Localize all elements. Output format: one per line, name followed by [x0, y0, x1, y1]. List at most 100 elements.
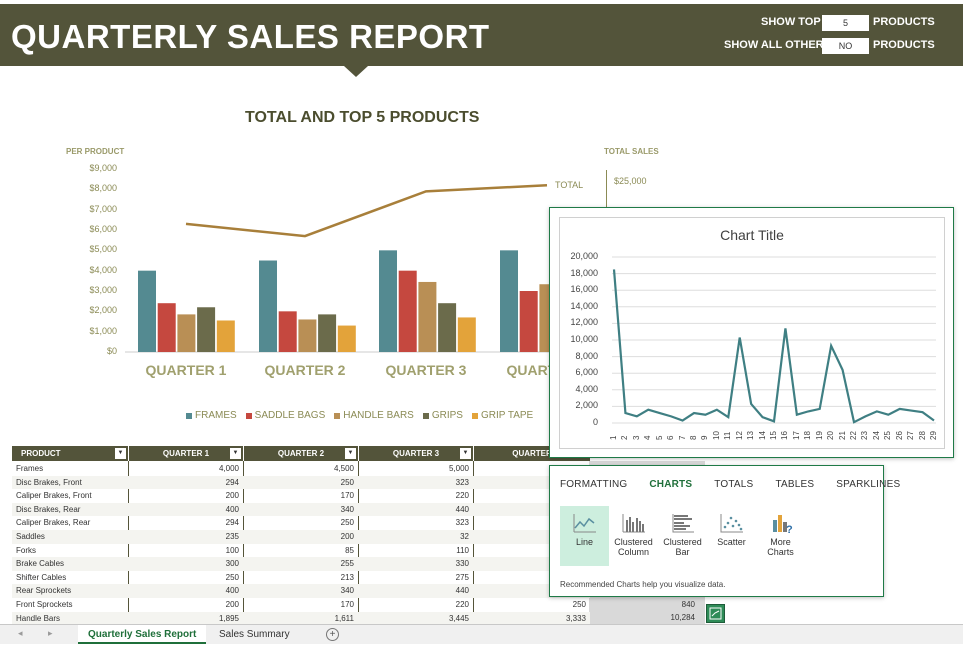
table-cell[interactable]: 85: [345, 545, 354, 555]
table-cell[interactable]: Rear Sprockets: [16, 586, 72, 596]
line-chart-button[interactable]: Line: [560, 506, 609, 566]
bar-saddle-bags[interactable]: [519, 291, 538, 352]
bar-grip-tape[interactable]: [457, 317, 476, 352]
bar-grip-tape[interactable]: [337, 325, 356, 352]
table-cell[interactable]: Forks: [16, 545, 36, 555]
header-quarter-2[interactable]: QUARTER 2 ▼: [244, 446, 358, 461]
bar-grip-tape[interactable]: [216, 320, 235, 352]
table-cell[interactable]: 100: [225, 545, 239, 555]
table-cell[interactable]: Frames: [16, 464, 44, 473]
table-cell[interactable]: 323: [455, 477, 469, 487]
qa-tab-charts[interactable]: CHARTS: [649, 479, 693, 490]
table-cell[interactable]: 1,611: [334, 613, 354, 623]
bar-saddle-bags[interactable]: [398, 270, 417, 352]
filter-dropdown-icon[interactable]: ▼: [115, 448, 126, 459]
table-cell[interactable]: Caliper Brakes, Rear: [16, 518, 91, 528]
qa-tab-tables[interactable]: TABLES: [775, 479, 815, 490]
bar-handle-bars[interactable]: [177, 314, 196, 352]
table-cell[interactable]: Handle Bars: [16, 613, 61, 623]
table-cell[interactable]: Brake Cables: [16, 559, 65, 569]
bar-handle-bars[interactable]: [418, 281, 437, 352]
selected-cell[interactable]: 840: [681, 600, 695, 609]
quick-analysis-icon[interactable]: [706, 604, 725, 623]
table-cell[interactable]: Shifter Cables: [16, 572, 67, 582]
preview-y-tick-label: 10,000: [570, 334, 598, 344]
table-cell[interactable]: Caliper Brakes, Front: [16, 491, 92, 501]
show-other-input[interactable]: NO: [822, 38, 869, 54]
table-cell[interactable]: 323: [455, 518, 469, 528]
table-cell[interactable]: 250: [340, 477, 354, 487]
table-cell[interactable]: 32: [460, 532, 469, 541]
table-cell[interactable]: 3,333: [565, 613, 586, 623]
more-charts-button[interactable]: ? More Charts: [756, 506, 805, 566]
bar-handle-bars[interactable]: [298, 319, 317, 352]
bar-grips[interactable]: [318, 314, 337, 352]
bar-frames[interactable]: [259, 260, 277, 353]
sheet-tab-sales-summary[interactable]: Sales Summary: [219, 629, 290, 640]
table-cell[interactable]: Disc Brakes, Rear: [16, 504, 81, 514]
table-cell[interactable]: Disc Brakes, Front: [16, 477, 82, 487]
qa-tab-totals[interactable]: TOTALS: [714, 479, 754, 490]
bar-frames[interactable]: [379, 250, 397, 352]
table-cell[interactable]: 400: [225, 504, 239, 514]
show-top-input[interactable]: 5: [822, 15, 869, 31]
filter-dropdown-icon[interactable]: ▼: [345, 448, 356, 459]
selected-cell[interactable]: 10,284: [670, 613, 695, 622]
table-cell[interactable]: 440: [455, 504, 469, 514]
qa-tab-sparklines[interactable]: SPARKLINES: [836, 479, 901, 490]
scroll-left-icon[interactable]: ◂: [18, 628, 23, 638]
table-cell[interactable]: Front Sprockets: [16, 600, 73, 609]
table-cell[interactable]: 250: [225, 572, 239, 582]
table-cell[interactable]: 440: [455, 586, 469, 596]
table-cell[interactable]: 220: [455, 600, 469, 609]
header-quarter-3[interactable]: QUARTER 3 ▼: [359, 446, 473, 461]
table-cell[interactable]: 220: [455, 491, 469, 501]
table-cell[interactable]: 400: [225, 586, 239, 596]
table-cell[interactable]: 200: [340, 532, 354, 541]
table-cell[interactable]: 330: [455, 559, 469, 569]
clustered-bar-button[interactable]: Clustered Bar: [658, 506, 707, 566]
legend-item-handle-bars: HANDLE BARS: [334, 410, 414, 421]
scroll-right-icon[interactable]: ▸: [48, 628, 53, 638]
table-cell[interactable]: 5,000: [448, 464, 469, 473]
bar-saddle-bags[interactable]: [157, 303, 176, 352]
table-cell[interactable]: 170: [340, 600, 354, 609]
table-cell[interactable]: 4,000: [218, 464, 239, 473]
table-cell[interactable]: 300: [225, 559, 239, 569]
total-line[interactable]: [185, 184, 548, 238]
plus-circle-icon[interactable]: +: [326, 628, 339, 641]
table-cell[interactable]: 340: [340, 586, 354, 596]
bar-grips[interactable]: [197, 307, 216, 352]
table-cell[interactable]: Saddles: [16, 532, 45, 541]
table-cell[interactable]: 200: [225, 600, 239, 609]
filter-dropdown-icon[interactable]: ▼: [230, 448, 241, 459]
table-cell[interactable]: 200: [225, 491, 239, 501]
bar-frames[interactable]: [500, 250, 518, 352]
table-cell[interactable]: 170: [340, 491, 354, 501]
bar-grips[interactable]: [438, 303, 457, 352]
table-cell[interactable]: 213: [340, 572, 354, 582]
filter-dropdown-icon[interactable]: ▼: [460, 448, 471, 459]
sheet-tab-quarterly-sales-report[interactable]: Quarterly Sales Report: [78, 625, 207, 644]
header-quarter-1[interactable]: QUARTER 1 ▼: [129, 446, 243, 461]
bar-frames[interactable]: [138, 270, 156, 352]
table-cell[interactable]: 110: [456, 545, 469, 555]
qa-tab-formatting[interactable]: FORMATTING: [560, 479, 628, 490]
scatter-button[interactable]: Scatter: [707, 506, 756, 566]
table-cell[interactable]: 3,445: [448, 613, 469, 623]
table-cell[interactable]: 275: [455, 572, 469, 582]
table-cell[interactable]: 250: [340, 518, 354, 528]
table-cell[interactable]: 340: [340, 504, 354, 514]
table-cell[interactable]: 294: [225, 518, 239, 528]
clustered-column-button[interactable]: Clustered Column: [609, 506, 658, 566]
table-cell[interactable]: 255: [340, 559, 354, 569]
legend-item-grip-tape: GRIP TAPE: [471, 410, 533, 421]
header-product[interactable]: PRODUCT ▼: [12, 446, 128, 461]
table-cell[interactable]: 1,895: [218, 613, 239, 623]
table-cell[interactable]: 250: [572, 600, 586, 609]
bar-saddle-bags[interactable]: [278, 311, 297, 352]
table-cell[interactable]: 294: [225, 477, 239, 487]
table-cell[interactable]: 4,500: [333, 464, 354, 473]
table-cell[interactable]: 235: [225, 532, 239, 541]
